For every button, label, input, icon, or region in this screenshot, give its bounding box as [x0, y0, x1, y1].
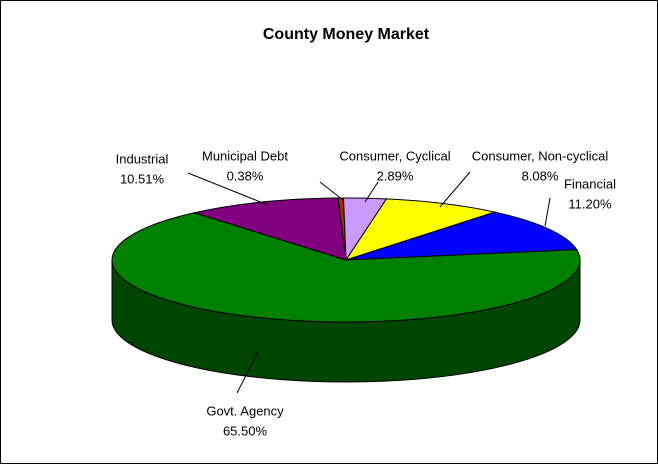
slice-label: Financial — [564, 176, 616, 191]
slice-value-label: 10.51% — [120, 171, 165, 186]
slice-label: Industrial — [116, 151, 169, 166]
leader-line — [364, 181, 379, 203]
slice-value-label: 65.50% — [223, 423, 268, 438]
leader-line — [187, 172, 269, 206]
leader-line — [236, 351, 259, 394]
leader-line — [319, 181, 344, 201]
slice-label: Govt. Agency — [206, 403, 284, 418]
slice-value-label: 0.38% — [227, 168, 264, 183]
slice-label: Municipal Debt — [202, 148, 288, 163]
slice-value-label: 8.08% — [522, 168, 559, 183]
leader-line — [439, 171, 471, 208]
slice-label: Consumer, Cyclical — [339, 148, 450, 163]
leader-line — [544, 197, 551, 227]
slice — [344, 198, 497, 261]
slice-value-label: 2.89% — [377, 168, 414, 183]
slice — [345, 211, 578, 261]
slice-value-label: 11.20% — [568, 196, 612, 211]
chart-title: County Money Market — [263, 26, 430, 43]
slice — [111, 212, 581, 323]
slice-label: Consumer, Non-cyclical — [472, 148, 609, 163]
